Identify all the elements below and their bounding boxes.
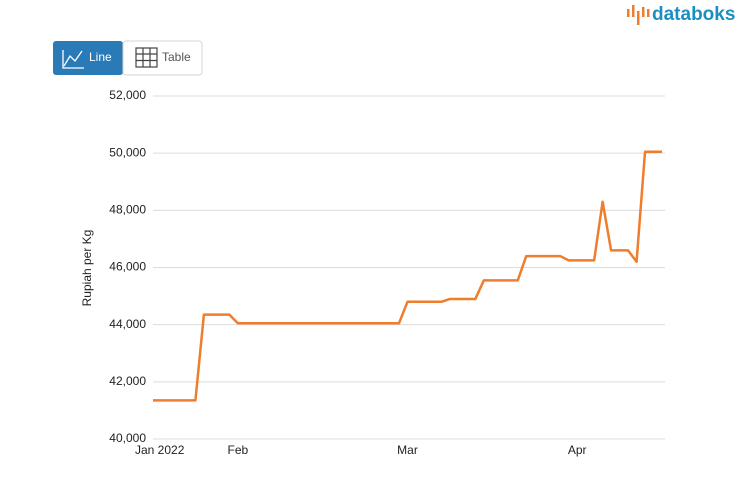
y-axis-label: Rupiah per Kg bbox=[80, 230, 94, 307]
x-tick-label: Mar bbox=[397, 443, 418, 457]
y-tick-label: 50,000 bbox=[109, 145, 146, 159]
button-label: Table bbox=[162, 50, 191, 64]
line bbox=[153, 150, 662, 402]
y-tick-label: 48,000 bbox=[109, 203, 146, 217]
y-tick-label: 52,000 bbox=[109, 88, 146, 102]
button-label: Line bbox=[89, 50, 112, 64]
y-tick-label: 40,000 bbox=[109, 431, 146, 445]
line-button[interactable]: Line bbox=[53, 41, 123, 75]
logo-text: databoks bbox=[652, 4, 735, 25]
x-tick-label: Apr bbox=[568, 443, 587, 457]
y-tick-label: 44,000 bbox=[109, 317, 146, 331]
x-tick-label: Feb bbox=[227, 443, 248, 457]
table-button[interactable]: Table bbox=[122, 40, 203, 76]
logo: databoks bbox=[627, 4, 735, 25]
y-tick-label: 42,000 bbox=[109, 374, 146, 388]
x-tick-label: Jan 2022 bbox=[135, 443, 185, 457]
y-tick-label: 46,000 bbox=[109, 260, 146, 274]
